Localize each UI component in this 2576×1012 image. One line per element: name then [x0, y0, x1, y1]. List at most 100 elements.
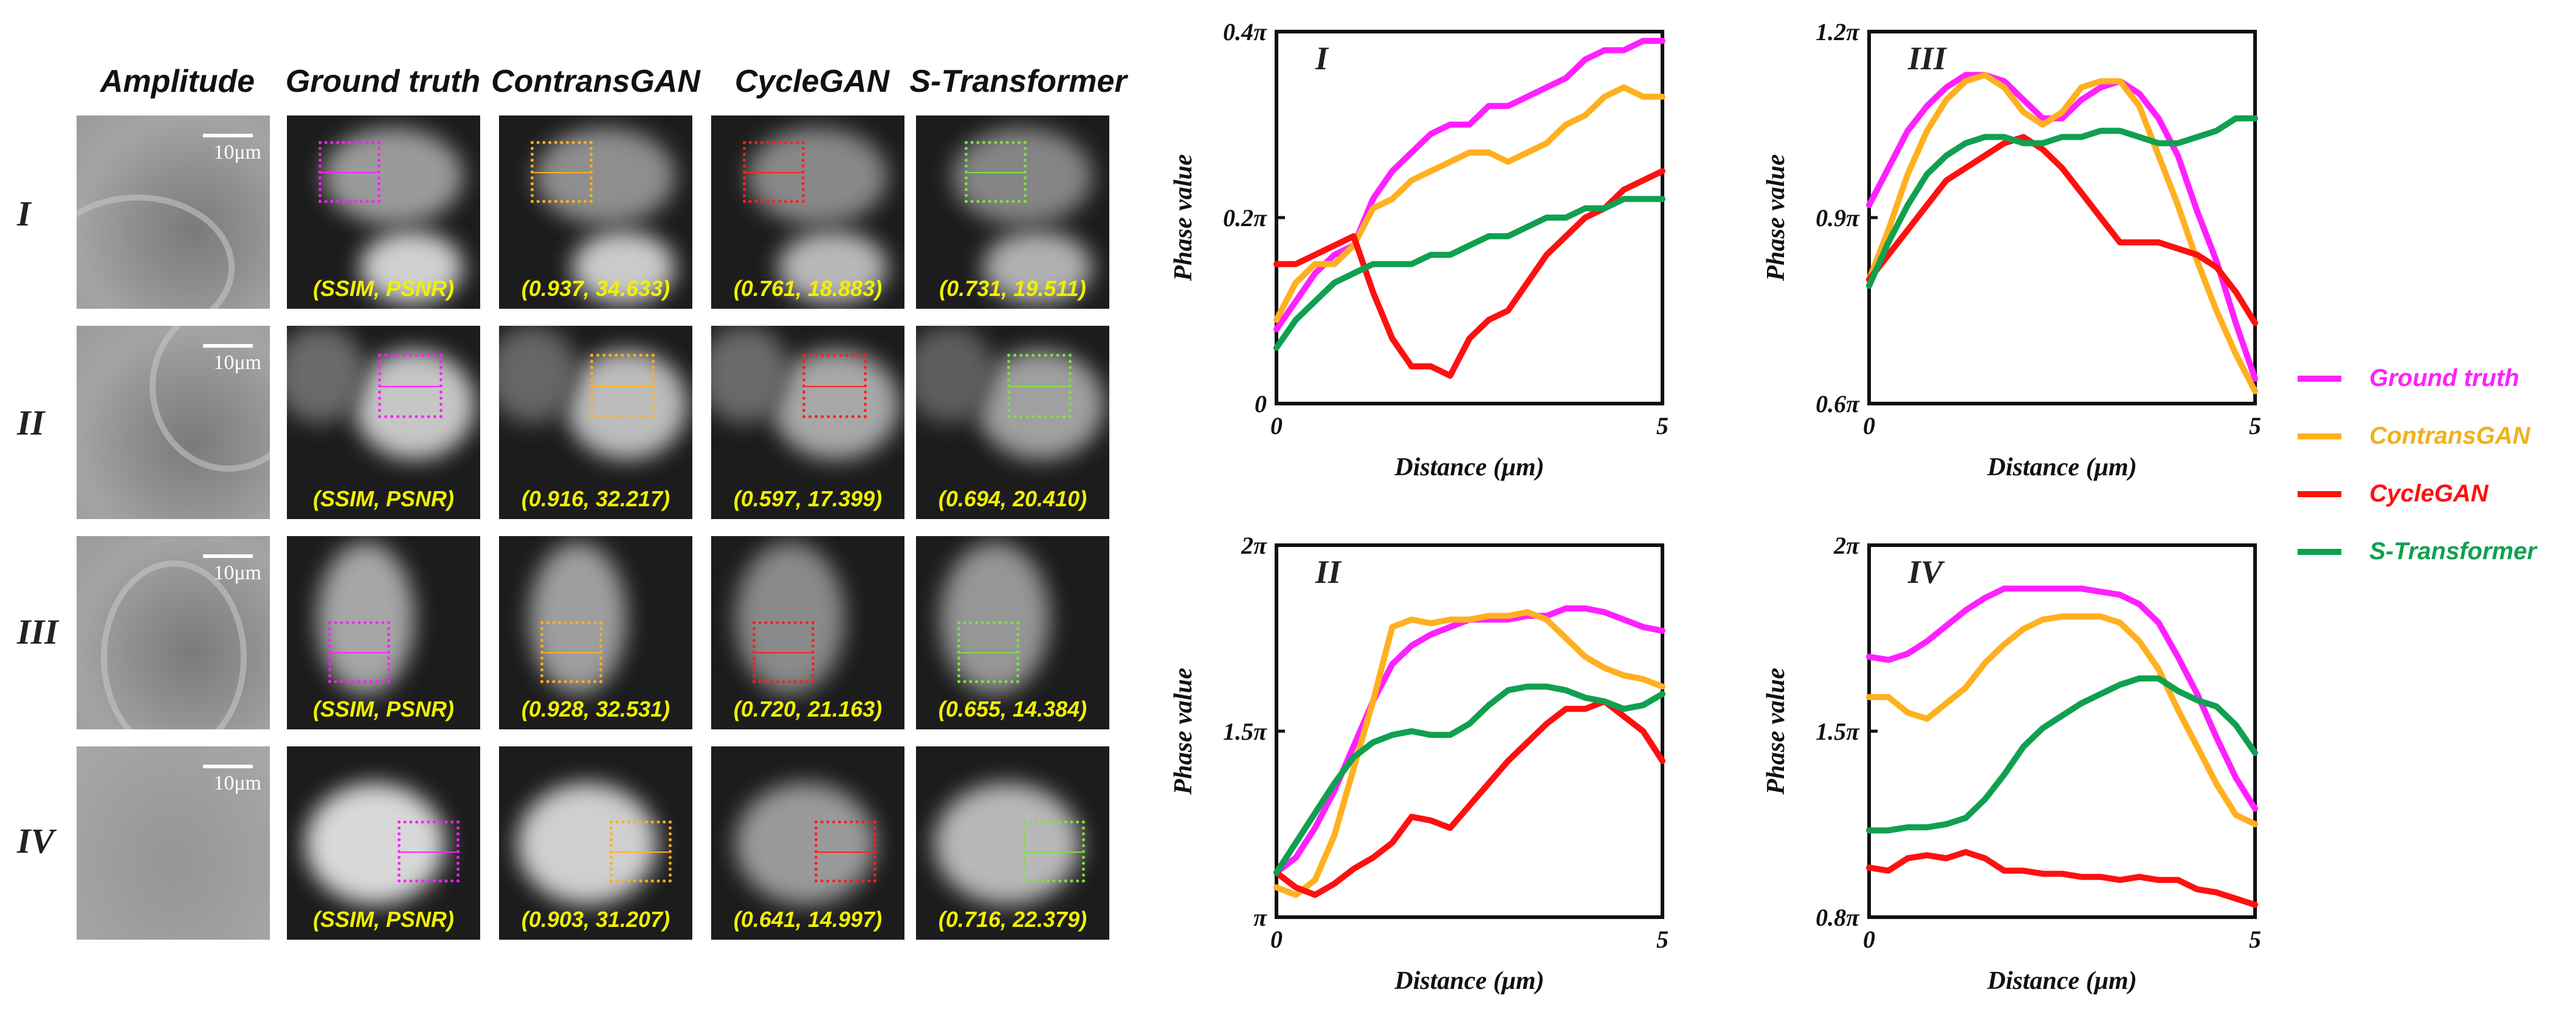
roi-box	[590, 354, 655, 418]
panel-title: IV	[1907, 554, 1945, 590]
metric-label: (0.694, 20.410)	[938, 486, 1087, 511]
roi-box	[752, 621, 814, 683]
series-line-cyclegan	[1273, 168, 1665, 379]
y-tick-label: 0.4π	[1223, 18, 1267, 46]
metric-label: (0.731, 19.511)	[939, 276, 1086, 301]
scale-bar-label: 10μm	[213, 562, 261, 584]
plot-frame	[1275, 30, 1664, 405]
metric-label: (0.761, 18.883)	[733, 276, 883, 301]
amplitude-image-iv: 10μm	[77, 746, 270, 940]
x-axis-label: Distance (μm)	[1394, 967, 1544, 995]
metric-label: (0.641, 14.997)	[733, 907, 883, 932]
metric-label: (0.716, 22.379)	[938, 907, 1087, 932]
roi-box	[957, 621, 1019, 683]
row-label-iv: IV	[17, 821, 55, 861]
column-header-ground-truth: Ground truth	[285, 64, 481, 99]
column-header-cyclegan: CycleGAN	[734, 64, 890, 99]
legend-swatch	[2298, 491, 2341, 497]
roi-box	[328, 621, 390, 683]
x-tick-label: 0	[1863, 926, 1875, 953]
scale-bar-label: 10μm	[213, 772, 261, 794]
amplitude-image-i: 10μm	[77, 115, 270, 309]
series-line-ground-truth	[1273, 38, 1665, 332]
legend-swatch	[2298, 433, 2341, 439]
contransgan-image-ii: (0.916, 32.217)	[499, 326, 692, 519]
s-transformer-image-iv: (0.716, 22.379)	[916, 746, 1109, 940]
legend-label: Ground truth	[2369, 365, 2519, 391]
y-tick-label: 0.6π	[1816, 390, 1860, 418]
metric-label: (0.928, 32.531)	[521, 697, 670, 721]
series-line-s-transformer	[1273, 196, 1665, 351]
series-line-contransgan	[1866, 613, 2258, 827]
roi-box	[1007, 354, 1072, 418]
scale-bar-label: 10μm	[213, 351, 261, 374]
scale-bar	[203, 134, 253, 137]
x-tick-label: 0	[1270, 926, 1283, 953]
ground-truth-image-iii: (SSIM, PSNR)	[287, 536, 480, 729]
line-plot-iv: 0.8π 1.5π 2π 0 5 Distance (μm) Phase value IV	[1762, 532, 2261, 995]
series-line-s-transformer	[1866, 115, 2258, 289]
ground-truth-image-i: (SSIM, PSNR)	[287, 115, 480, 309]
x-axis-label: Distance (μm)	[1394, 453, 1544, 481]
row-label-i: I	[17, 194, 31, 233]
y-axis-label: Phase value	[1169, 668, 1197, 796]
panel-title: I	[1315, 40, 1329, 77]
series-line-contransgan	[1866, 72, 2258, 394]
cyclegan-image-iv: (0.641, 14.997)	[711, 746, 904, 940]
amplitude-image-ii: 10μm	[77, 326, 270, 519]
series-line-s-transformer	[1273, 683, 1665, 876]
x-axis-label: Distance (μm)	[1986, 967, 2137, 995]
series-line-cyclegan	[1273, 698, 1665, 898]
roi-box	[531, 141, 593, 203]
contransgan-image-iv: (0.903, 31.207)	[499, 746, 692, 940]
scale-bar	[203, 344, 253, 348]
series-line-s-transformer	[1866, 675, 2258, 834]
metric-label: (0.937, 34.633)	[521, 276, 670, 301]
y-tick-label: 1.5π	[1816, 718, 1860, 745]
legend-label: CycleGAN	[2369, 480, 2488, 507]
cyclegan-image-iii: (0.720, 21.163)	[711, 536, 904, 729]
y-tick-label: 2π	[1833, 532, 1860, 559]
contransgan-image-i: (0.937, 34.633)	[499, 115, 692, 309]
metric-label: (SSIM, PSNR)	[312, 697, 454, 721]
y-tick-label: 0.8π	[1816, 904, 1860, 931]
y-tick-label: 1.5π	[1223, 718, 1267, 745]
plot-frame	[1275, 543, 1664, 919]
column-header-s-transformer: S-Transformer	[909, 64, 1127, 99]
legend-label: ContransGAN	[2369, 422, 2530, 449]
series-line-cyclegan	[1866, 134, 2258, 326]
metric-label: (0.916, 32.217)	[521, 486, 670, 511]
metric-label: (0.655, 14.384)	[938, 697, 1087, 721]
legend-swatch	[2298, 376, 2341, 382]
row-label-ii: II	[17, 403, 45, 442]
x-axis-label: Distance (μm)	[1986, 453, 2137, 481]
line-plot-i: 0 0.2π 0.4π 0 5 Distance (μm) Phase value I	[1169, 18, 1669, 481]
panel-title: II	[1315, 554, 1342, 590]
x-tick-label: 5	[1656, 926, 1669, 953]
row-label-iii: III	[17, 612, 58, 652]
metric-label: (SSIM, PSNR)	[312, 907, 454, 932]
x-tick-label: 0	[1863, 412, 1875, 439]
s-transformer-image-i: (0.731, 19.511)	[916, 115, 1109, 309]
plot-frame	[1867, 543, 2257, 919]
s-transformer-image-iii: (0.655, 14.384)	[916, 536, 1109, 729]
series-line-contransgan	[1273, 84, 1665, 323]
cyclegan-image-i: (0.761, 18.883)	[711, 115, 904, 309]
y-tick-label: 0.2π	[1223, 204, 1267, 232]
x-tick-label: 5	[2249, 926, 2261, 953]
contransgan-image-iii: (0.928, 32.531)	[499, 536, 692, 729]
column-header-amplitude: Amplitude	[100, 64, 255, 99]
metric-label: (SSIM, PSNR)	[312, 276, 454, 301]
ground-truth-image-ii: (SSIM, PSNR)	[287, 326, 480, 519]
x-tick-label: 5	[1656, 412, 1669, 439]
series-line-contransgan	[1273, 609, 1665, 898]
scale-bar-label: 10μm	[213, 141, 261, 164]
y-tick-label: 0.9π	[1816, 204, 1860, 232]
metric-label: (0.597, 17.399)	[733, 486, 883, 511]
ground-truth-image-iv: (SSIM, PSNR)	[287, 746, 480, 940]
roi-box	[965, 141, 1027, 203]
roi-box	[1023, 821, 1085, 883]
roi-box	[802, 354, 867, 418]
roi-box	[319, 141, 381, 203]
legend-label: S-Transformer	[2369, 538, 2536, 565]
